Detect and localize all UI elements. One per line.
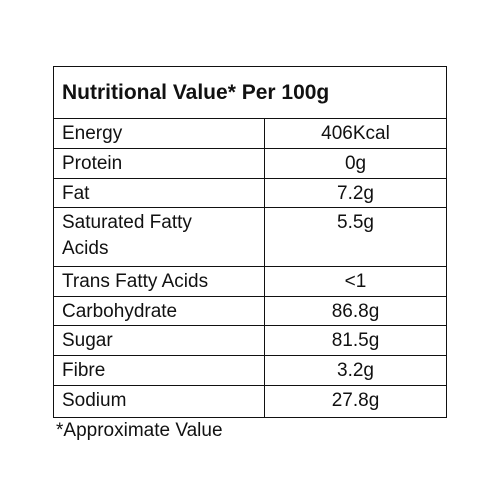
row-label-cell: Carbohydrate [53, 296, 265, 326]
row-value: 406Kcal [263, 118, 448, 149]
nutrition-table: Nutritional Value* Per 100g Energy 406Kca… [52, 66, 448, 418]
row-value: 5.5g [263, 207, 448, 267]
row-label: Fat [62, 183, 90, 204]
row-label-cell: Fibre [53, 355, 265, 386]
table-row: Carbohydrate 86.8g [53, 296, 448, 326]
row-label: Saturated Fatty Acids [62, 212, 192, 259]
table-row: Fat 7.2g [53, 178, 448, 208]
table-body: Nutritional Value* Per 100g Energy 406Kca… [52, 66, 448, 418]
table-row: Energy 406Kcal [53, 118, 448, 149]
table-row: Fibre 3.2g [53, 355, 448, 386]
row-label: Sodium [62, 390, 127, 411]
row-value: 27.8g [263, 385, 448, 418]
row-label: Fibre [62, 360, 106, 381]
row-value: 86.8g [263, 296, 448, 326]
row-label: Sugar [62, 330, 113, 351]
row-label-cell: Trans Fatty Acids [53, 266, 265, 297]
row-label-cell: Fat [53, 178, 265, 208]
row-label: Trans Fatty Acids [62, 271, 209, 292]
row-label-cell: Energy [53, 118, 265, 149]
row-value: 3.2g [263, 355, 448, 386]
row-label-cell: Sugar [53, 325, 265, 356]
table-row: Protein 0g [53, 148, 448, 179]
footnote: *Approximate Value [56, 420, 223, 441]
table-row: Saturated Fatty Acids 5.5g [53, 207, 448, 267]
row-label-cell: Saturated Fatty Acids [53, 207, 265, 267]
row-label: Carbohydrate [62, 301, 178, 322]
table-row: Sodium 27.8g [53, 385, 448, 418]
row-label-cell: Protein [53, 148, 265, 179]
row-value: 0g [263, 148, 448, 179]
row-label-cell: Sodium [53, 385, 265, 418]
row-value: 7.2g [263, 178, 448, 208]
table-row: Sugar 81.5g [53, 325, 448, 356]
title-row: Nutritional Value* Per 100g [52, 66, 448, 119]
row-label: Protein [62, 153, 123, 174]
table-row: Trans Fatty Acids <1 [53, 266, 448, 297]
row-value: <1 [263, 266, 448, 297]
row-value: 81.5g [263, 325, 448, 356]
table-title: Nutritional Value* Per 100g [52, 66, 448, 119]
row-label: Energy [62, 123, 123, 144]
